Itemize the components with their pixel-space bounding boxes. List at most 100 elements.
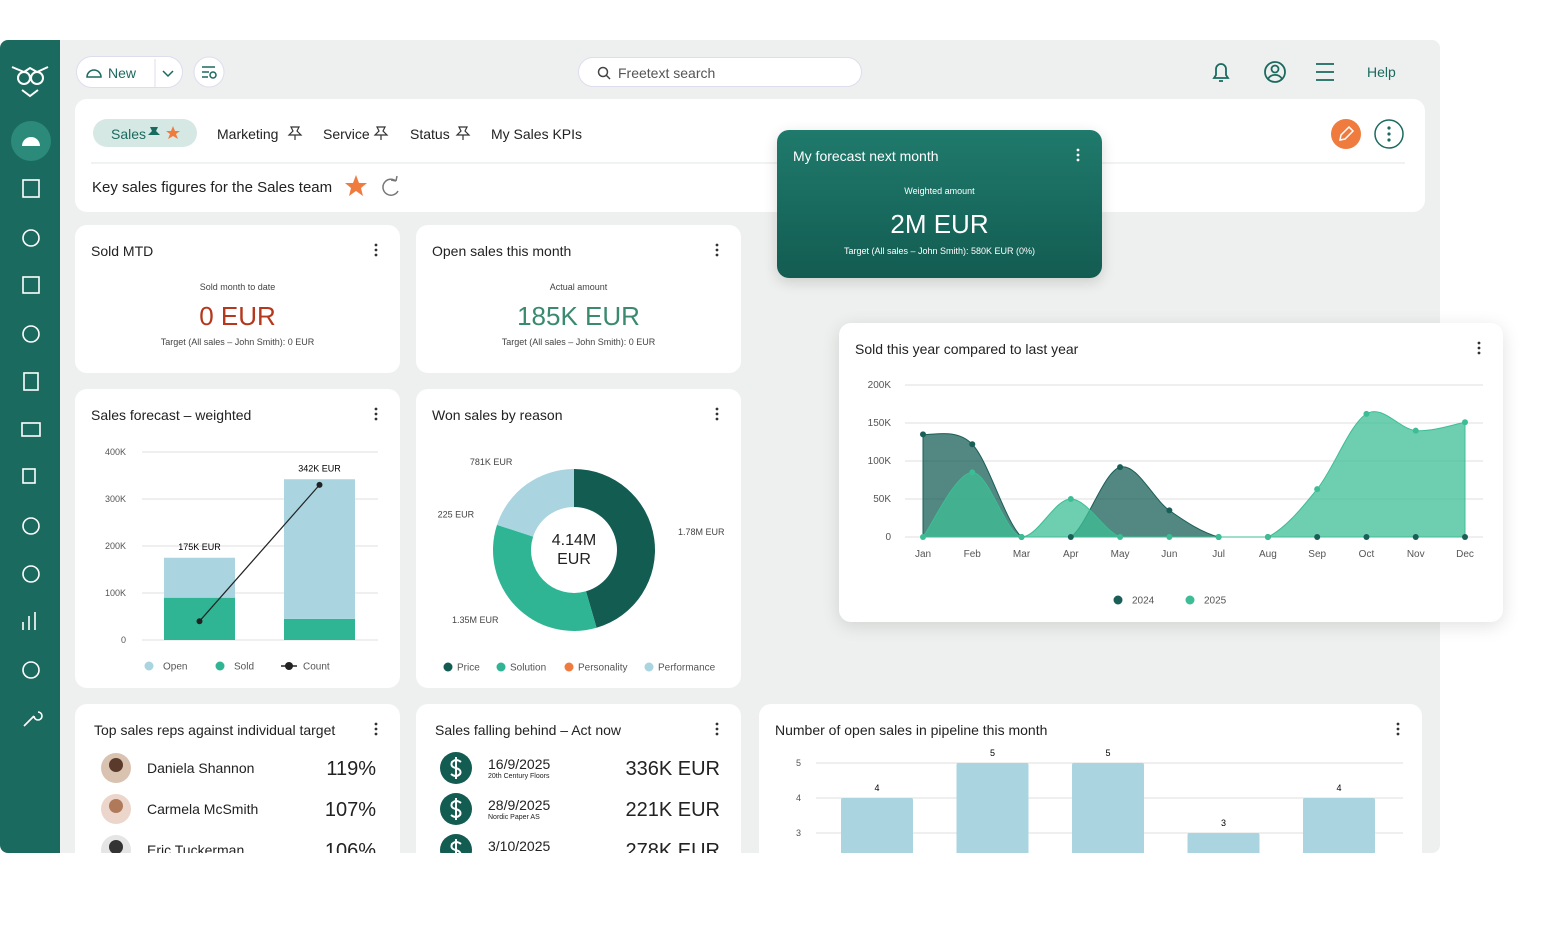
- legend-swatch: [285, 662, 293, 670]
- area: [921, 411, 1466, 538]
- header-card: Sales Marketing Service Status My Sales …: [75, 99, 1425, 212]
- new-button[interactable]: New: [76, 56, 183, 88]
- new-icons: [86, 59, 174, 87]
- search-box[interactable]: Freetext search: [578, 57, 862, 87]
- avatars: [101, 753, 131, 853]
- legend-label: Open: [163, 662, 187, 673]
- kpi-target: Target (All sales – John Smith): 580K EU…: [843, 246, 1036, 256]
- bar: [1072, 763, 1144, 853]
- point: [1412, 534, 1419, 540]
- help-link[interactable]: Help: [1367, 64, 1396, 80]
- tab-label[interactable]: Sales: [111, 126, 147, 142]
- active-tab[interactable]: [93, 119, 197, 147]
- card-menu[interactable]: [1076, 148, 1080, 162]
- slice-label: 781K EUR: [470, 457, 513, 467]
- dollar-icons: [440, 752, 472, 853]
- deal-company: 20th Century Floors: [488, 773, 550, 780]
- rep-value: 107%: [324, 799, 376, 821]
- line-point: [196, 618, 203, 625]
- edit-button[interactable]: [1331, 119, 1361, 149]
- y-tick-label: 4: [796, 793, 801, 803]
- filter-button[interactable]: [193, 56, 225, 88]
- point: [1166, 507, 1173, 514]
- deal-company: Nordic Paper AS: [488, 814, 540, 821]
- tab-label[interactable]: Status: [410, 126, 450, 142]
- toolbar-icons[interactable]: [1205, 56, 1345, 88]
- legend-swatch: [144, 661, 154, 671]
- card-menu[interactable]: [715, 722, 719, 736]
- chart-card: 0 100K 200K 300K 400K 175K EUR 342K EUR Open Sol…: [75, 389, 400, 688]
- donut-slice: [497, 469, 574, 537]
- point: [1166, 534, 1173, 540]
- point: [1264, 534, 1271, 540]
- kpi-value: 2M EUR: [890, 209, 989, 239]
- deal-date: 28/9/2025: [488, 797, 551, 813]
- card-menu[interactable]: [1477, 341, 1481, 355]
- donut-slice: [497, 524, 534, 537]
- bar: [841, 798, 913, 853]
- x-tick-label: Nov: [1407, 549, 1425, 560]
- card-menu[interactable]: [715, 243, 719, 257]
- point: [1314, 534, 1321, 540]
- data-label: 5: [1105, 748, 1110, 758]
- card-title: Open sales this month: [432, 243, 572, 259]
- legend-swatch: [1185, 595, 1195, 605]
- tab-label[interactable]: Marketing: [217, 126, 279, 142]
- bar-annotation: 175K EUR: [178, 542, 221, 552]
- point: [1117, 534, 1124, 540]
- reps-card: Top sales reps against individual target…: [75, 704, 400, 853]
- falling-card: Sales falling behind – Act now 16/9/2025…: [416, 704, 741, 853]
- point: [1215, 534, 1222, 540]
- legend-swatch: [496, 662, 506, 672]
- chart-title: Sold this year compared to last year: [855, 341, 1079, 357]
- nav-icons[interactable]: [21, 179, 43, 727]
- y-tick-label: 0: [885, 532, 891, 543]
- card-menu[interactable]: [715, 407, 719, 421]
- legend-swatch: [443, 662, 453, 672]
- tab-label[interactable]: My Sales KPIs: [491, 126, 583, 142]
- kpi-card: Open sales this month Actual amount 185K…: [416, 225, 741, 373]
- donut-slice: [574, 469, 655, 628]
- rep-name: Eric Tuckerman: [147, 842, 245, 853]
- line-point: [316, 481, 323, 488]
- x-tick-label: Jan: [915, 549, 931, 560]
- chart-card: 1.78M EUR 1.35M EUR 225 EUR 781K EUR Price So…: [416, 389, 741, 688]
- line: [199, 484, 320, 622]
- point: [1462, 419, 1468, 426]
- card-menu[interactable]: [374, 407, 378, 421]
- bar-segment: [284, 618, 355, 640]
- bar-annotation: 342K EUR: [298, 463, 341, 473]
- x-tick-label: Sep: [1308, 549, 1326, 560]
- y-tick-label: 100K: [868, 456, 892, 467]
- point: [1462, 534, 1468, 540]
- point: [1363, 534, 1370, 540]
- donut-center-label: 4.14M EUR: [551, 532, 597, 568]
- tab-label[interactable]: Service: [323, 126, 370, 142]
- legend-label: Personality: [578, 663, 627, 674]
- card-menu[interactable]: [1396, 722, 1400, 736]
- legend-swatch: [1113, 595, 1123, 605]
- point: [1363, 410, 1370, 417]
- y-tick-label: 200K: [868, 380, 892, 391]
- card-menu[interactable]: [374, 243, 378, 257]
- point: [1412, 427, 1419, 434]
- legend-label: 2024: [1132, 596, 1155, 607]
- y-tick-label: 50K: [873, 494, 891, 505]
- data-label: 4: [874, 783, 879, 793]
- chart-title: Number of open sales in pipeline this mo…: [775, 722, 1048, 738]
- search-placeholder: Freetext search: [618, 65, 716, 81]
- card-menu[interactable]: [374, 722, 378, 736]
- slice-label: 225 EUR: [438, 509, 475, 519]
- data-label: 4: [1336, 783, 1341, 793]
- point: [1067, 534, 1074, 540]
- bar: [1303, 798, 1375, 853]
- point: [1018, 534, 1025, 540]
- y-tick-label: 400K: [105, 447, 126, 457]
- x-tick-label: May: [1111, 549, 1130, 560]
- kpi-caption: Actual amount: [549, 282, 608, 292]
- kpi-value: 185K EUR: [517, 301, 640, 331]
- x-tick-label: Oct: [1359, 549, 1375, 560]
- chart-title: Sales forecast – weighted: [91, 407, 252, 423]
- rep-value: 106%: [324, 840, 376, 853]
- donut-slice: [493, 524, 597, 631]
